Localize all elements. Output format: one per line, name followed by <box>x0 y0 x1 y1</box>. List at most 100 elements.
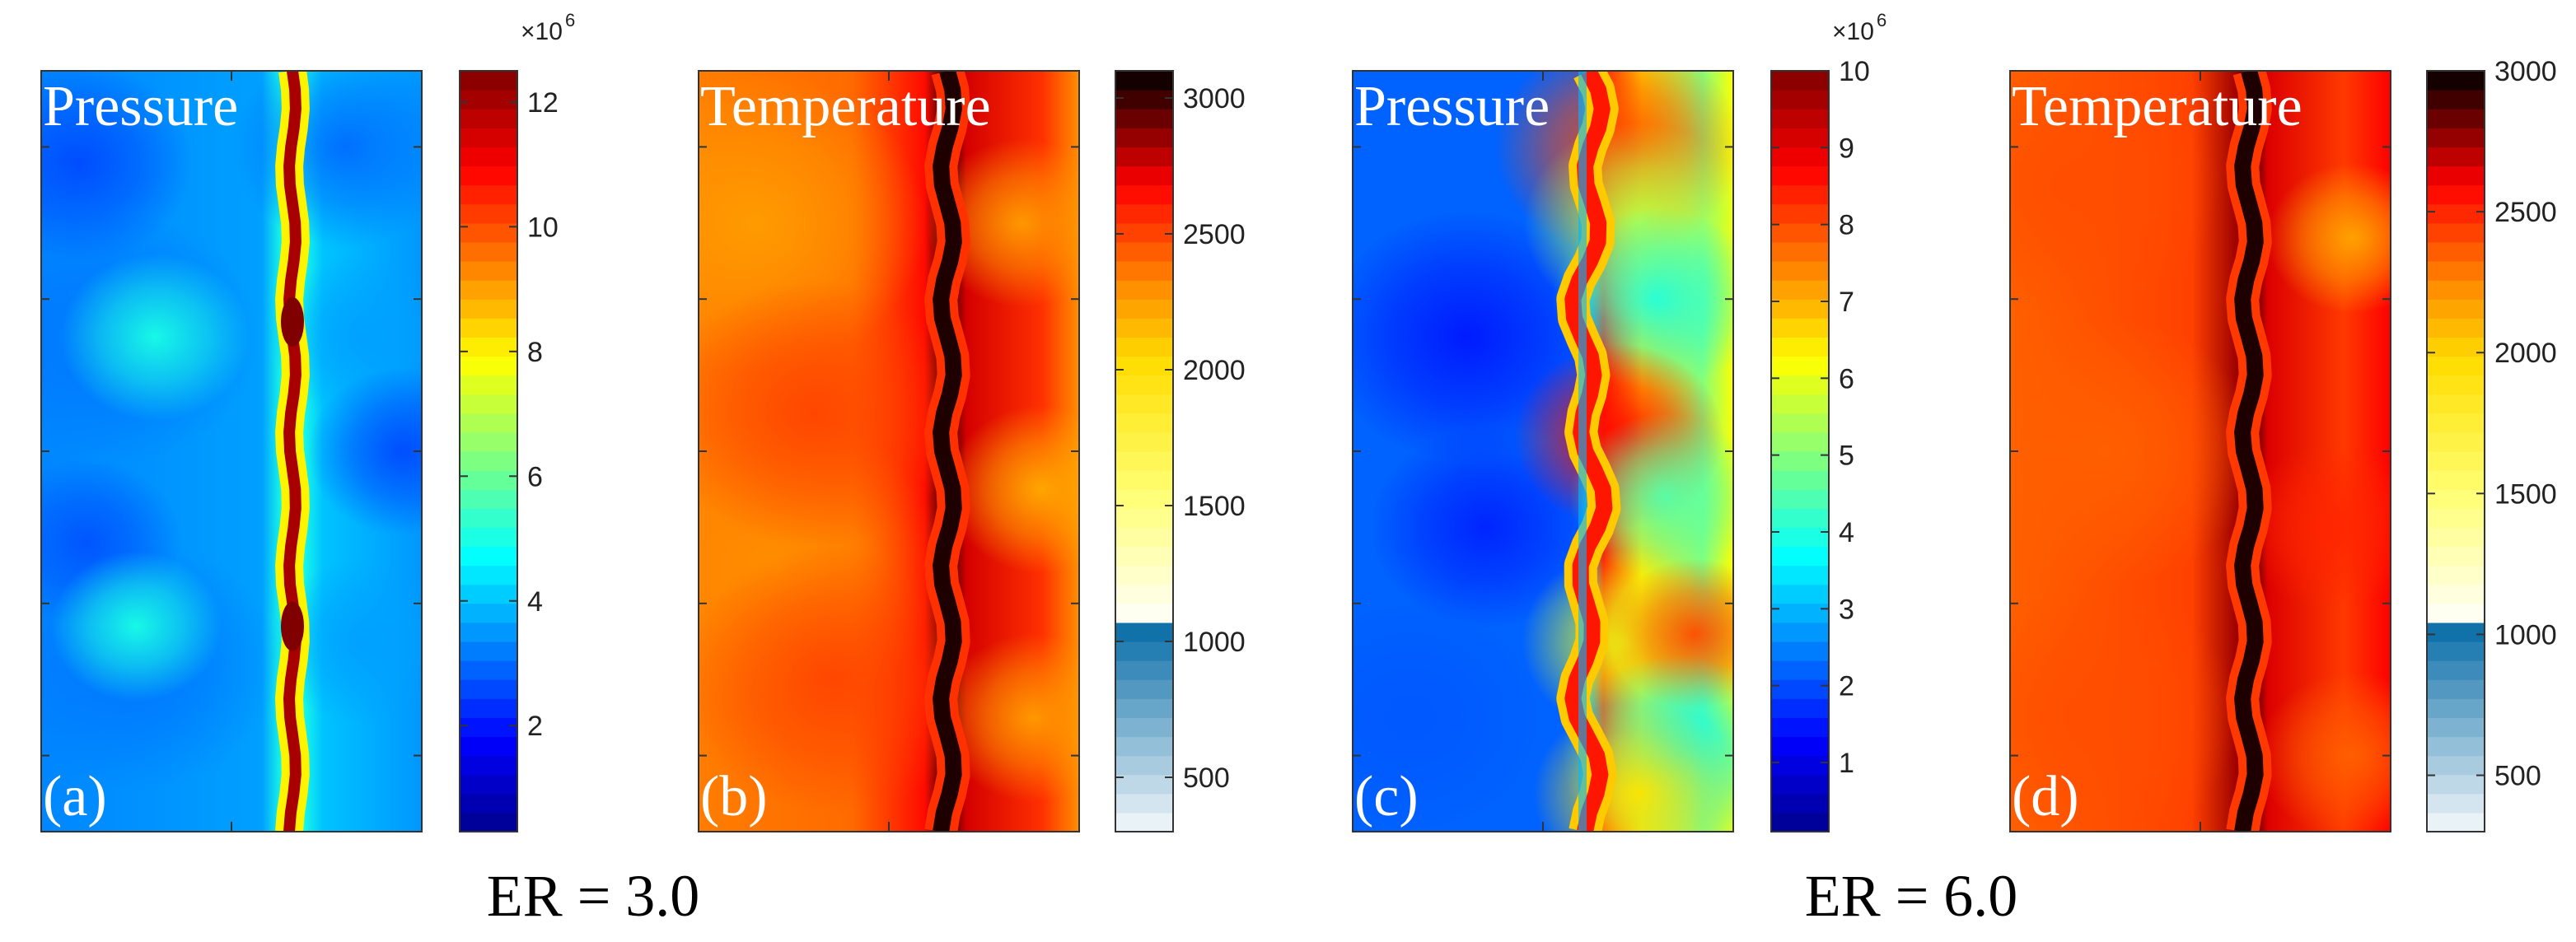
panel-label: (a) <box>43 765 107 828</box>
colorbar-step <box>460 698 517 718</box>
colorbar-step <box>460 109 517 128</box>
colorbar-step <box>1771 280 1829 300</box>
front-line <box>2234 71 2264 832</box>
field-contour <box>50 551 222 702</box>
colorbar-step <box>1771 109 1829 128</box>
field-contour <box>1353 600 1543 832</box>
colorbar-exponent-power: 6 <box>1877 10 1886 30</box>
colorbar-step <box>1115 71 1173 91</box>
colorbar-step <box>460 90 517 110</box>
colorbar-step <box>2427 299 2485 319</box>
colorbar-step <box>1771 71 1829 91</box>
colorbar-step <box>1771 337 1829 357</box>
colorbar-frame <box>459 70 518 832</box>
colorbar-step <box>1115 147 1173 167</box>
colorbar-tick-label: 12 <box>527 87 559 119</box>
colorbar-step <box>2427 241 2485 262</box>
colorbar-step <box>460 318 517 338</box>
colorbar-step <box>2427 470 2485 490</box>
colorbar-step <box>460 337 517 357</box>
front-line <box>933 71 962 832</box>
colorbar-step <box>1771 394 1829 414</box>
colorbar-step <box>1115 489 1173 509</box>
front-edge <box>1578 71 1587 832</box>
colorbar-step <box>2427 166 2485 186</box>
colorbar-step <box>1115 660 1173 680</box>
colorbar-step <box>1115 793 1173 814</box>
colorbar-step <box>1771 660 1829 680</box>
colorbar-step <box>460 679 517 699</box>
colorbar-step <box>1115 413 1173 433</box>
colorbar-tick-label: 500 <box>2494 761 2541 792</box>
colorbar-step <box>1771 375 1829 395</box>
field-contour <box>2238 443 2391 612</box>
colorbar-step <box>460 622 517 642</box>
colorbar-step <box>460 565 517 585</box>
colorbar-b: 500 1000 1500 2000 2500 3000 <box>1115 70 1246 832</box>
colorbar-step <box>2427 584 2485 604</box>
colorbar-step <box>1115 261 1173 281</box>
colorbar-step <box>1771 527 1829 548</box>
panel-b: Temperature (b) <box>698 70 1080 832</box>
colorbar-tick-label: 6 <box>1839 363 1854 394</box>
colorbar-step <box>1115 222 1173 243</box>
colorbar-step <box>460 299 517 319</box>
colorbar-step <box>1771 812 1829 832</box>
colorbar-step <box>460 128 517 147</box>
colorbar-step <box>1115 241 1173 262</box>
colorbar-step <box>1771 222 1829 243</box>
colorbar-step <box>2427 812 2485 832</box>
colorbar-step <box>460 508 517 528</box>
colorbar-step <box>460 413 517 433</box>
field-contour <box>2257 671 2391 832</box>
colorbar-step <box>1115 356 1173 376</box>
colorbar-step <box>460 71 517 91</box>
colorbar-step <box>1115 203 1173 224</box>
colorbar-step <box>460 166 517 186</box>
colorbar-step <box>2427 603 2485 623</box>
colorbar-step <box>1115 546 1173 567</box>
colorbar-step <box>1771 755 1829 776</box>
colorbar-tick-label: 8 <box>1839 210 1854 241</box>
colorbar-step <box>1115 508 1173 528</box>
colorbar-step <box>2427 546 2485 567</box>
field-contour <box>41 71 194 263</box>
colorbar-step <box>460 603 517 623</box>
field-contour <box>699 545 984 814</box>
panel-title: Pressure <box>43 75 238 138</box>
panel-title: Pressure <box>1354 75 1550 138</box>
colorbar-step <box>460 527 517 548</box>
colorbar-step <box>1115 451 1173 471</box>
colorbar-step <box>1771 774 1829 795</box>
colorbar-step <box>1115 698 1173 718</box>
colorbar-tick-label: 3 <box>1839 594 1854 625</box>
colorbar-step <box>2427 565 2485 585</box>
colorbar-step <box>2427 736 2485 757</box>
colorbar-step <box>2427 184 2485 205</box>
colorbar-step <box>2427 508 2485 528</box>
colorbar-step <box>2427 109 2485 128</box>
colorbar-step <box>2427 71 2485 91</box>
colorbar-step <box>1115 280 1173 300</box>
colorbar-tick-label: 1000 <box>2494 619 2557 651</box>
field-contour <box>699 279 965 548</box>
colorbar-step <box>1771 318 1829 338</box>
colorbar-step <box>2427 717 2485 738</box>
colorbar-step <box>1115 299 1173 319</box>
colorbar-step <box>460 147 517 167</box>
colorbar-step <box>1115 90 1173 110</box>
panel-label: (d) <box>2012 765 2079 828</box>
colorbar-step <box>460 431 517 452</box>
field-contour <box>1569 413 1733 581</box>
colorbar-tick-label: 2500 <box>2494 197 2557 228</box>
colorbar-exponent: ×10 <box>1832 18 1874 45</box>
colorbar-tick-label: 2 <box>1839 671 1854 702</box>
front-line <box>283 71 302 832</box>
colorbar-step <box>1771 565 1829 585</box>
colorbar-step <box>1115 736 1173 757</box>
colorbar-step <box>460 641 517 661</box>
colorbar-step <box>2427 413 2485 433</box>
colorbar-tick-label: 1 <box>1839 748 1854 779</box>
